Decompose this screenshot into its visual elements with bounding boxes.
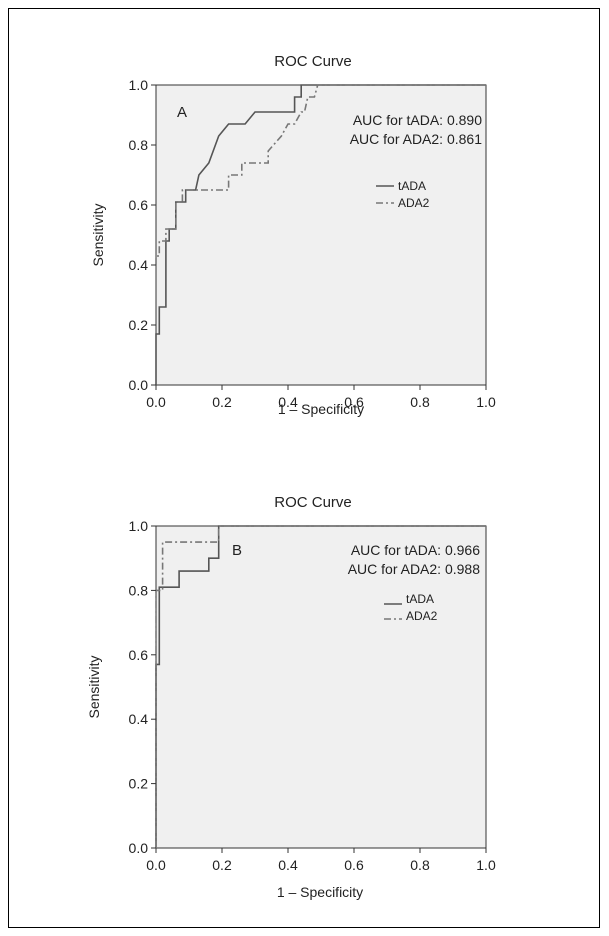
y-tick-label: 0.6 bbox=[129, 647, 149, 663]
plot-area bbox=[155, 84, 487, 386]
x-tick-label: 0.6 bbox=[344, 857, 364, 873]
y-tick-label: 0.6 bbox=[129, 197, 149, 213]
auc-annotation-tada: AUC for tADA: 0.966 bbox=[351, 542, 480, 558]
y-tick-label: 0.8 bbox=[129, 582, 149, 598]
panel-label: A bbox=[177, 104, 187, 121]
panel-a: ROC Curve 0.00.20.40.60.81.0 0.0 0.2 0.4 0.… bbox=[90, 53, 496, 417]
x-axis: 0.0 0.2 0.4 0.6 0.8 1.0 bbox=[146, 848, 496, 873]
y-tick-label: 1.0 bbox=[129, 77, 149, 93]
x-axis: 0.0 0.2 0.4 0.6 0.8 1.0 bbox=[146, 385, 496, 410]
legend-label-ada2: ADA2 bbox=[398, 196, 430, 210]
x-tick-label: 0.6 bbox=[344, 394, 364, 410]
x-tick-label: 0.4 bbox=[278, 857, 298, 873]
y-tick-label: 0.0 bbox=[129, 840, 149, 856]
y-tick-label: 0.2 bbox=[129, 317, 149, 333]
x-tick-label: 0.4 bbox=[278, 394, 298, 410]
legend-label-tada: tADA bbox=[398, 179, 426, 193]
y-tick-label: 0.8 bbox=[129, 137, 149, 153]
x-axis-label: 1 – Specificity bbox=[277, 884, 363, 900]
x-tick-label: 1.0 bbox=[476, 394, 496, 410]
y-axis-label: Sensitivity bbox=[90, 203, 106, 266]
auc-annotation-tada: AUC for tADA: 0.890 bbox=[353, 112, 482, 128]
y-axis: 0.0 0.2 0.4 0.6 0.8 1.0 bbox=[129, 77, 156, 393]
series-line-tada bbox=[155, 525, 486, 848]
series-line-tada bbox=[155, 84, 486, 385]
y-tick-label: 0.0 bbox=[129, 377, 149, 393]
x-axis-label: 1 – Specificity bbox=[278, 401, 364, 417]
auc-annotation-ada2: AUC for ADA2: 0.861 bbox=[350, 131, 483, 147]
x-tick-label: 0.2 bbox=[212, 857, 232, 873]
legend: tADA ADA2 bbox=[376, 179, 430, 210]
x-tick-label: 0.2 bbox=[212, 394, 232, 410]
y-axis-label: Sensitivity bbox=[86, 655, 102, 718]
y-tick-label: 0.2 bbox=[129, 776, 149, 792]
y-tick-label: 0.4 bbox=[129, 711, 149, 727]
plot-area bbox=[155, 525, 487, 849]
legend-label-tada: tADA bbox=[406, 592, 434, 606]
series-layer bbox=[155, 84, 486, 385]
x-tick-label: 0.0 bbox=[146, 394, 166, 410]
x-tick-label: 0.8 bbox=[410, 394, 430, 410]
x-tick-label: 1.0 bbox=[476, 857, 496, 873]
y-tick-label: 1.0 bbox=[129, 518, 149, 534]
chart-title: ROC Curve bbox=[274, 53, 352, 70]
y-axis: 0.0 0.2 0.4 0.6 0.8 1.0 bbox=[129, 518, 156, 856]
panel-label: B bbox=[232, 542, 242, 559]
x-tick-label: 0.8 bbox=[410, 857, 430, 873]
panel-b: ROC Curve 0.00.20.40.60.81.0 0.0 0.2 0.4 0.… bbox=[86, 494, 496, 900]
legend-label-ada2: ADA2 bbox=[406, 609, 438, 623]
legend: tADA ADA2 bbox=[384, 592, 438, 623]
series-line-ada2 bbox=[155, 84, 486, 265]
x-tick-label: 0.0 bbox=[146, 857, 166, 873]
chart-title: ROC Curve bbox=[274, 494, 352, 511]
auc-annotation-ada2: AUC for ADA2: 0.988 bbox=[348, 561, 481, 577]
y-tick-label: 0.4 bbox=[129, 257, 149, 273]
